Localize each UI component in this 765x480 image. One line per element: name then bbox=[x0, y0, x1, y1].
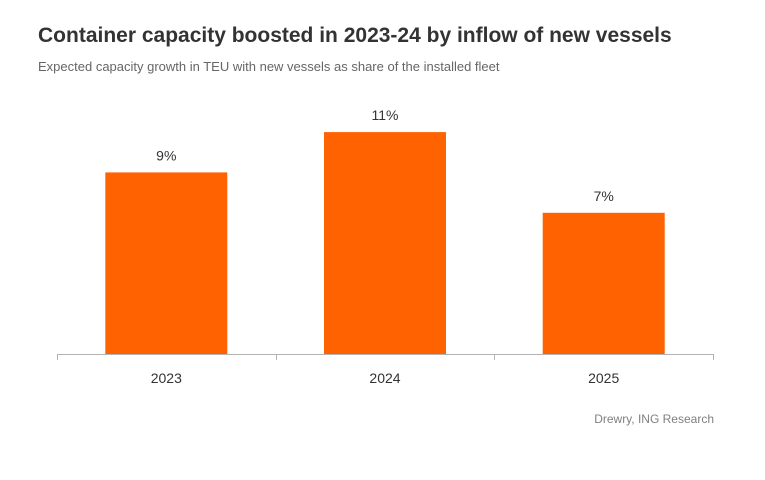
x-tick-label-2024: 2024 bbox=[369, 370, 400, 386]
x-tick-label-2025: 2025 bbox=[588, 370, 619, 386]
bar-2023 bbox=[105, 172, 228, 354]
chart-title: Container capacity boosted in 2023-24 by… bbox=[38, 24, 672, 47]
x-tick-label-2023: 2023 bbox=[151, 370, 182, 386]
chart-source: Drewry, ING Research bbox=[594, 412, 714, 426]
chart-subtitle: Expected capacity growth in TEU with new… bbox=[38, 59, 500, 74]
data-label-2023: 9% bbox=[156, 147, 176, 163]
bar-2025 bbox=[542, 212, 665, 354]
data-label-2024: 11% bbox=[372, 107, 399, 123]
bar-2024 bbox=[324, 132, 446, 354]
data-label-2025: 7% bbox=[594, 188, 614, 204]
